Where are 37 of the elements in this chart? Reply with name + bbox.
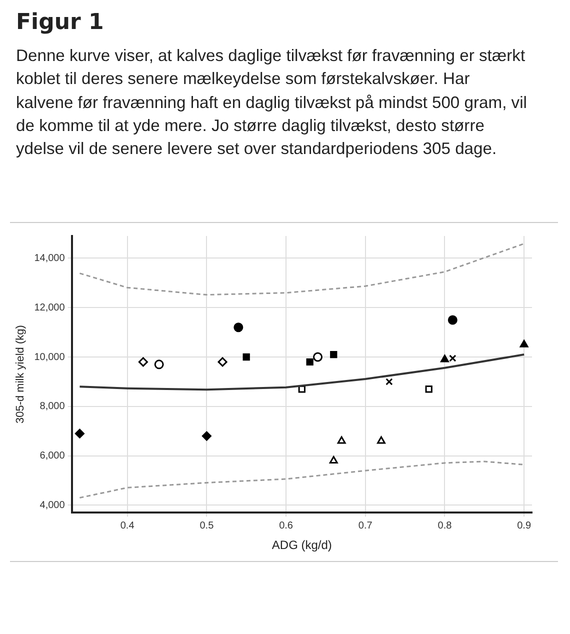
point bbox=[520, 340, 528, 348]
chart-title: Figur 1 bbox=[16, 10, 104, 35]
y-tick-label: 12,000 bbox=[34, 302, 66, 314]
x-tick-label: 0.5 bbox=[200, 520, 214, 532]
point bbox=[74, 428, 84, 438]
point bbox=[425, 386, 432, 393]
point bbox=[330, 350, 338, 358]
x-tick-label: 0.6 bbox=[279, 520, 294, 532]
x-tick-label: 0.7 bbox=[358, 520, 373, 532]
y-tick-label: 8,000 bbox=[40, 401, 66, 412]
point bbox=[329, 456, 338, 464]
line-series bbox=[78, 460, 525, 499]
point bbox=[337, 436, 346, 444]
point bbox=[202, 431, 212, 441]
point bbox=[386, 378, 393, 386]
x-tick-label: 0.9 bbox=[517, 520, 532, 532]
point bbox=[440, 354, 449, 362]
point bbox=[154, 360, 164, 370]
y-tick-label: 6,000 bbox=[40, 450, 66, 462]
point bbox=[138, 357, 148, 367]
point bbox=[449, 354, 456, 362]
line-series bbox=[78, 242, 525, 296]
point bbox=[313, 352, 323, 362]
x-axis-title: ADG (kg/d) bbox=[272, 538, 332, 552]
x-tick-label: 0.4 bbox=[120, 520, 135, 532]
point bbox=[234, 322, 244, 332]
y-axis-title: 305-d milk yield (kg) bbox=[14, 325, 27, 424]
point bbox=[377, 436, 386, 444]
point bbox=[242, 353, 250, 361]
y-tick-label: 4,000 bbox=[40, 500, 66, 511]
point bbox=[306, 358, 314, 366]
y-tick-label: 14,000 bbox=[34, 252, 66, 264]
chart-subtitle: Denne kurve viser, at kalves daglige tilvækst før fravænning er stærkt koblet til deres senere mælkeydelse som førstekalvskøer. Har kalvene før fravænning haft en daglig tilvækst på mindst 500 gram, vil de komme til at yde mere. Jo større daglig tilvækst, desto større ydelse vil de senere levere set over standardperiodens 305 dage. bbox=[16, 45, 528, 160]
y-tick-label: 10,000 bbox=[34, 352, 66, 363]
x-tick-label: 0.8 bbox=[438, 520, 452, 532]
point bbox=[448, 315, 458, 325]
point bbox=[218, 357, 228, 367]
